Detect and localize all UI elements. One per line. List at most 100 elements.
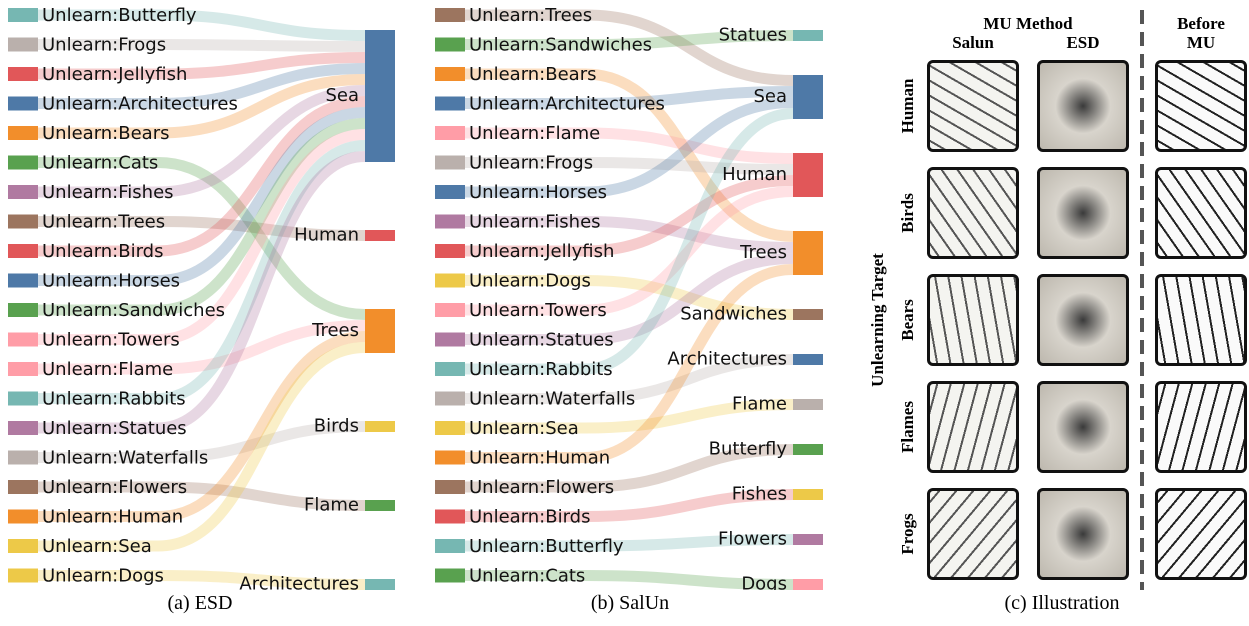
target-label: Sea: [325, 85, 359, 106]
target-label: Flame: [304, 495, 359, 516]
source-label: Unlearn:Towers: [469, 300, 607, 321]
source-swatch: [8, 539, 38, 553]
target-label: Birds: [314, 416, 359, 437]
source-swatch: [8, 480, 38, 494]
source-label: Unlearn:Statues: [42, 418, 187, 439]
source-label: Unlearn:Birds: [469, 507, 590, 528]
source-label: Unlearn:Trees: [42, 212, 165, 233]
source-swatch: [435, 303, 465, 317]
source-label: Unlearn:Butterfly: [42, 5, 197, 26]
source-label: Unlearn:Flame: [469, 123, 600, 144]
target-node: [793, 489, 823, 500]
source-swatch: [435, 185, 465, 199]
source-label: Unlearn:Rabbits: [42, 389, 186, 410]
target-node: [365, 421, 395, 432]
row-label: Frogs: [898, 513, 918, 554]
target-label: Flowers: [718, 529, 787, 550]
illustration-image: [1037, 60, 1129, 152]
target-label: Sea: [753, 86, 787, 107]
row-label: Human: [898, 79, 918, 134]
illustration-image: [1037, 381, 1129, 473]
source-label: Unlearn:Birds: [42, 241, 163, 262]
source-label: Unlearn:Frogs: [42, 35, 166, 56]
target-node: [793, 399, 823, 410]
source-swatch: [435, 480, 465, 494]
target-node: [793, 534, 823, 545]
target-label: Statues: [719, 25, 787, 46]
caption: (a) ESD: [50, 592, 350, 615]
illustration-image: [927, 60, 1019, 152]
target-node: [793, 354, 823, 365]
source-label: Unlearn:Cats: [42, 153, 158, 174]
source-swatch: [435, 539, 465, 553]
illustration-image: [1155, 381, 1247, 473]
target-label: Trees: [739, 242, 787, 263]
target-label: Flame: [732, 394, 787, 415]
divider: [1137, 10, 1147, 600]
source-label: Unlearn:Human: [469, 448, 610, 469]
row-label: Flames: [898, 401, 918, 453]
illustration-image: [1155, 167, 1247, 259]
illustration-image: [927, 274, 1019, 366]
source-swatch: [8, 333, 38, 347]
target-node: [793, 579, 823, 590]
source-swatch: [435, 510, 465, 524]
source-swatch: [435, 126, 465, 140]
target-node: [365, 500, 395, 511]
source-swatch: [435, 156, 465, 170]
source-label: Unlearn:Architectures: [42, 94, 238, 115]
source-swatch: [8, 303, 38, 317]
caption: (c) Illustration: [912, 592, 1212, 615]
source-swatch: [8, 38, 38, 52]
source-swatch: [435, 97, 465, 111]
illustration-image: [1155, 60, 1247, 152]
source-swatch: [8, 215, 38, 229]
source-swatch: [8, 569, 38, 583]
target-node: [365, 230, 395, 241]
source-label: Unlearn:Trees: [469, 5, 592, 26]
target-node: [365, 309, 395, 353]
target-node: [793, 231, 823, 275]
source-swatch: [435, 38, 465, 52]
target-label: Butterfly: [709, 439, 788, 460]
source-swatch: [435, 244, 465, 258]
source-swatch: [8, 274, 38, 288]
illustration-image: [927, 488, 1019, 580]
source-label: Unlearn:Waterfalls: [469, 389, 635, 410]
source-label: Unlearn:Sandwiches: [42, 300, 225, 321]
target-node: [365, 30, 395, 162]
source-label: Unlearn:Human: [42, 507, 183, 528]
illustration-image: [1155, 274, 1247, 366]
target-label: Human: [294, 225, 359, 246]
source-label: Unlearn:Cats: [469, 566, 585, 587]
illustration-image: [1037, 488, 1129, 580]
source-swatch: [435, 392, 465, 406]
sankey-panels: Unlearn:Butterfly Unlearn:Frogs Unlearn:Je…: [0, 0, 860, 590]
source-swatch: [8, 185, 38, 199]
source-label: Unlearn:Jellyfish: [42, 64, 187, 85]
target-label: Fishes: [732, 484, 787, 505]
source-label: Unlearn:Dogs: [42, 566, 164, 587]
source-swatch: [8, 362, 38, 376]
row-label: Bears: [898, 299, 918, 341]
source-swatch: [8, 421, 38, 435]
source-label: Unlearn:Dogs: [469, 271, 591, 292]
target-node: [793, 75, 823, 119]
source-swatch: [8, 451, 38, 465]
target-label: Trees: [311, 320, 359, 341]
target-label: Architectures: [239, 574, 359, 591]
source-label: Unlearn:Horses: [469, 182, 607, 203]
target-node: [793, 309, 823, 320]
source-label: Unlearn:Sea: [469, 418, 579, 439]
source-swatch: [8, 8, 38, 22]
target-node: [793, 153, 823, 197]
source-label: Unlearn:Towers: [42, 330, 180, 351]
illustration-image: [927, 167, 1019, 259]
source-swatch: [8, 156, 38, 170]
source-swatch: [435, 569, 465, 583]
target-node: [793, 444, 823, 455]
illustration-image: [927, 381, 1019, 473]
source-label: Unlearn:Fishes: [42, 182, 174, 203]
source-label: Unlearn:Fishes: [469, 212, 601, 233]
source-swatch: [435, 215, 465, 229]
